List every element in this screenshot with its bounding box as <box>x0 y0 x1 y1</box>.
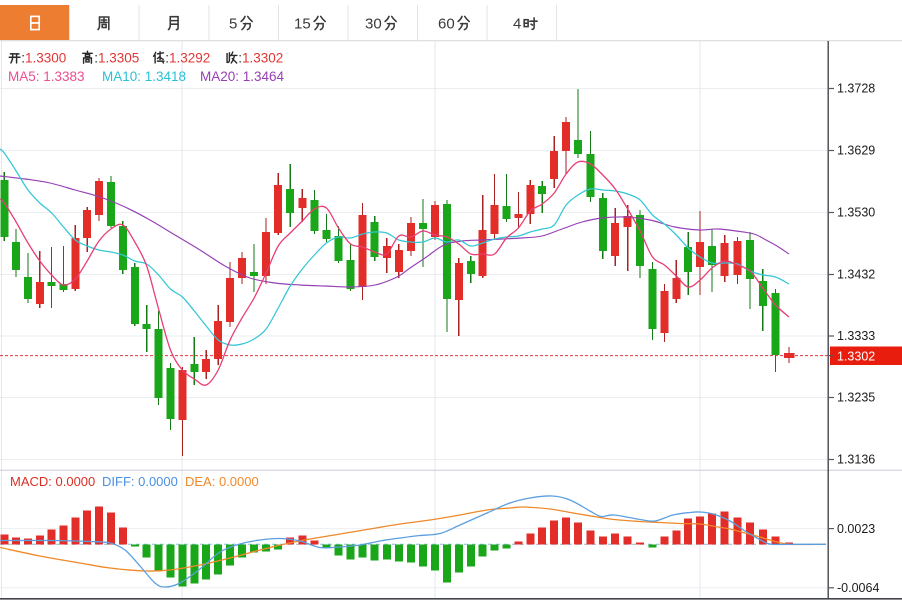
svg-text:DEA: 0.0000: DEA: 0.0000 <box>185 474 259 489</box>
svg-text:1.3728: 1.3728 <box>837 82 875 96</box>
svg-text:MACD: 0.0000: MACD: 0.0000 <box>10 474 95 489</box>
svg-text:1.3292: 1.3292 <box>169 51 210 66</box>
svg-text::: : <box>238 51 242 66</box>
svg-text:1.3432: 1.3432 <box>837 268 875 282</box>
svg-text:1.3300: 1.3300 <box>25 51 66 66</box>
svg-text:1.3305: 1.3305 <box>98 51 139 66</box>
svg-text::: : <box>165 51 169 66</box>
svg-text:1.3136: 1.3136 <box>837 453 875 467</box>
svg-text:1.3530: 1.3530 <box>837 206 875 220</box>
svg-text:MA20: 1.3464: MA20: 1.3464 <box>200 69 285 84</box>
svg-text:MA5: 1.3383: MA5: 1.3383 <box>8 69 85 84</box>
svg-text:15: 15 <box>294 16 311 33</box>
svg-text:60: 60 <box>438 16 455 33</box>
svg-text:1.3629: 1.3629 <box>837 144 875 158</box>
svg-text:1.3333: 1.3333 <box>837 329 875 343</box>
svg-text:5: 5 <box>229 16 237 33</box>
svg-text:1.3302: 1.3302 <box>837 349 875 363</box>
svg-text:4: 4 <box>513 16 521 33</box>
svg-text:DIFF: 0.0000: DIFF: 0.0000 <box>102 474 178 489</box>
svg-text:-0.0064: -0.0064 <box>837 581 879 595</box>
svg-text:0.0023: 0.0023 <box>837 522 875 536</box>
svg-text::: : <box>21 51 25 66</box>
svg-text::: : <box>94 51 98 66</box>
svg-text:1.3302: 1.3302 <box>242 51 283 66</box>
svg-text:1.3235: 1.3235 <box>837 391 875 405</box>
svg-text:30: 30 <box>365 16 382 33</box>
svg-text:MA10: 1.3418: MA10: 1.3418 <box>102 69 186 84</box>
